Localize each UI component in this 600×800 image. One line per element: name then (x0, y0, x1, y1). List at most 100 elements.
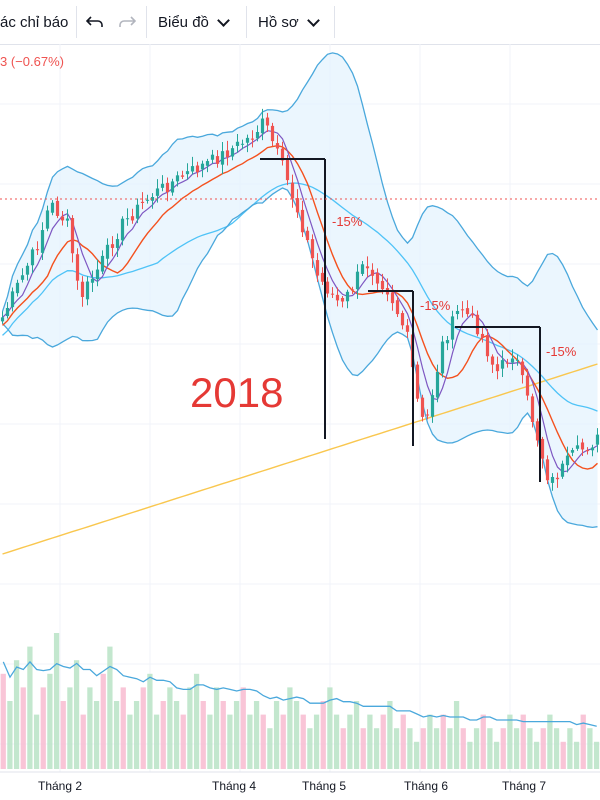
candle-body (160, 183, 165, 188)
drawdown-label: -15% (332, 214, 363, 229)
volume-bar (87, 687, 93, 769)
candle-body (165, 182, 170, 193)
volume-bar (440, 714, 446, 769)
volume-bar (127, 714, 133, 769)
profile-menu-label: Hồ sơ (258, 13, 299, 31)
candle-body (290, 182, 295, 199)
volume-bar (367, 714, 373, 769)
candle-body (175, 175, 180, 182)
candle-body (465, 308, 470, 315)
profile-menu-button[interactable]: Hồ sơ (258, 0, 320, 44)
indicators-button[interactable]: ác chỉ báo (0, 0, 68, 44)
price-chart[interactable]: -15%-15%-15% Tháng 2 Tháng 4 Tháng 5 Tháng … (0, 44, 600, 800)
volume-bar (33, 714, 40, 769)
volume-bar (487, 728, 493, 769)
candle-body (0, 317, 5, 322)
candle-body (245, 137, 250, 143)
candle-body (590, 447, 595, 451)
volume-bar (453, 701, 460, 769)
candle-body (100, 255, 105, 272)
candle-body (395, 300, 400, 315)
volume-bar (107, 646, 113, 769)
volume-bar (420, 728, 426, 769)
volume-bar (13, 660, 20, 769)
volume-bar (533, 741, 540, 769)
volume-bar (160, 701, 166, 769)
volume-bar (387, 701, 393, 769)
candle-body (560, 463, 565, 477)
candle-body (460, 309, 465, 311)
x-tick-label: Tháng 7 (502, 779, 546, 793)
volume-bar (93, 701, 100, 769)
candle-body (45, 210, 50, 229)
volume-bar (427, 714, 433, 769)
candle-body (55, 200, 60, 216)
candle-body (145, 199, 150, 201)
candle-body (110, 244, 115, 248)
candle-body (115, 239, 120, 248)
x-tick-label: Tháng 2 (38, 779, 82, 793)
candle-body (20, 275, 25, 280)
candle-body (580, 442, 585, 450)
volume-bar (200, 701, 206, 769)
candle-body (215, 156, 220, 164)
volume-bar (340, 728, 346, 769)
volume-bar (180, 714, 186, 769)
volume-bar (7, 701, 13, 769)
candle-body (305, 230, 310, 241)
candle-body (495, 364, 500, 372)
candle-body (380, 280, 385, 290)
volume-bar (327, 687, 333, 769)
candle-body (540, 438, 545, 459)
candle-body (475, 314, 480, 335)
undo-button[interactable] (86, 0, 104, 44)
volume-bar (140, 687, 146, 769)
ma-short-line (2, 130, 598, 473)
redo-button[interactable] (118, 0, 136, 44)
candle-body (595, 434, 600, 445)
volume-bar (347, 714, 353, 769)
volume-bar (587, 728, 593, 769)
candle-body (5, 307, 10, 317)
candle-body (430, 395, 435, 417)
volume-bar (507, 714, 513, 769)
candle-body (185, 171, 190, 175)
chart-menu-button[interactable]: Biểu đồ (158, 0, 230, 44)
volume-bar (20, 687, 26, 769)
volume-bar (447, 728, 453, 769)
volume-bar (120, 687, 126, 769)
candle-body (525, 375, 530, 396)
volume-ma-line (2, 660, 597, 727)
candle-body (220, 151, 225, 165)
chevron-down-icon (306, 13, 320, 27)
volume-bar (567, 728, 573, 769)
candle-body (155, 188, 160, 196)
volume-bar (273, 701, 280, 769)
volume-bar (153, 714, 160, 769)
volume-bar (500, 728, 506, 769)
candle-body (400, 313, 405, 326)
volume-bar (73, 660, 80, 769)
bollinger-band-area (2, 52, 598, 528)
volume-bar (40, 687, 46, 769)
candle-body (425, 414, 430, 416)
drawdown-label: -15% (420, 298, 451, 313)
candle-body (270, 125, 275, 142)
candle-body (230, 148, 235, 157)
volume-bar (207, 714, 213, 769)
volume-bar (493, 741, 500, 769)
chevron-down-icon (217, 13, 230, 27)
volume-bar (313, 714, 320, 769)
candle-body (325, 281, 330, 294)
volume-bar (460, 728, 466, 769)
x-axis-ticks: Tháng 2 Tháng 4 Tháng 5 Tháng 6 Tháng 7 (0, 771, 600, 793)
candle-body (120, 218, 125, 241)
candle-body (405, 325, 410, 332)
candle-body (180, 175, 185, 177)
toolbar-divider (146, 6, 147, 38)
candle-body (330, 293, 335, 295)
volume-bar (227, 714, 233, 769)
candle-body (260, 118, 265, 134)
candle-body (285, 158, 290, 181)
candle-body (70, 218, 75, 254)
